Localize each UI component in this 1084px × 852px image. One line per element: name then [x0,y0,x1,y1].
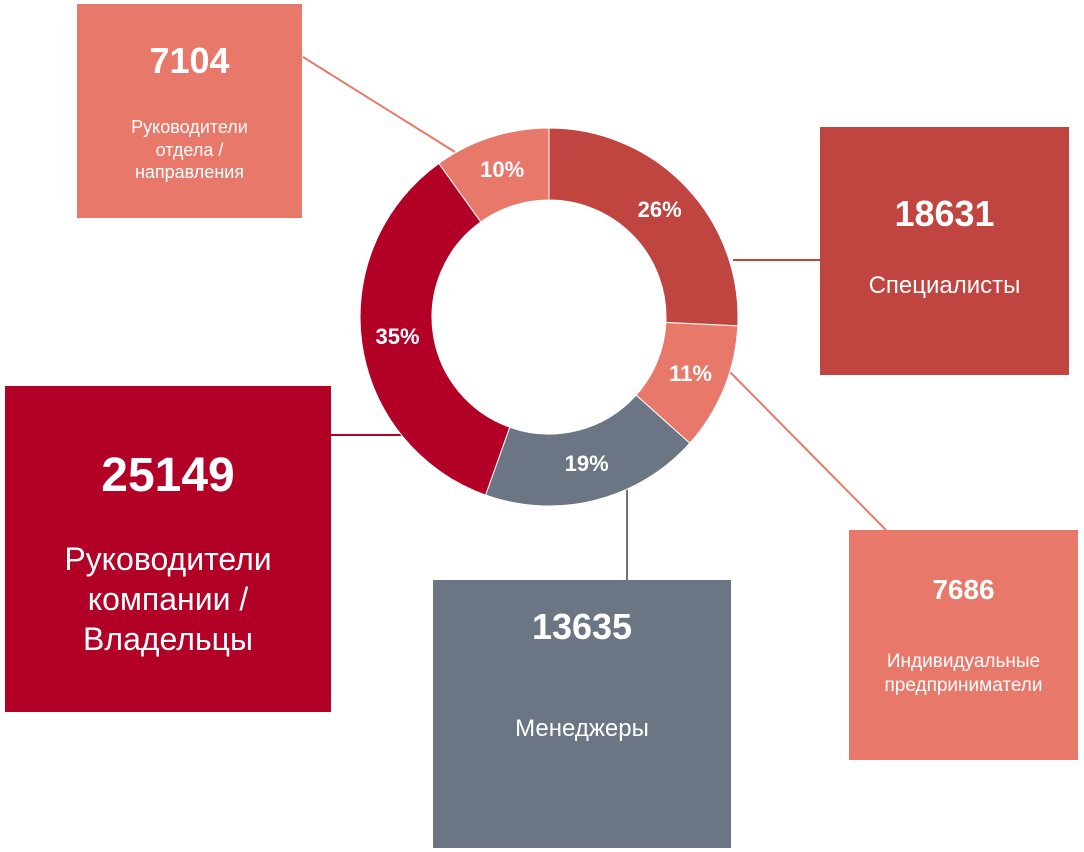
count: 7686 [932,574,995,605]
callout-box: 18631 Специалисты [820,127,1069,375]
category-label: Специалисты [868,272,1021,299]
category-label: Индивидуальные предприниматели [884,651,1043,696]
slice-label: 35% [375,324,419,349]
category-label: Руководители отдела / направления [131,117,248,182]
slice-label: 11% [669,361,712,386]
count: 25149 [101,449,235,502]
callout-box: 7104 Руководители отдела / направления [77,4,302,218]
category-label: Менеджеры [515,715,649,742]
donut-slice [438,127,550,223]
callout-box: 7686 Индивидуальные предприниматели [849,530,1078,760]
count: 18631 [894,193,995,234]
count: 13635 [531,606,633,647]
connector [729,371,887,531]
donut-slice [359,162,511,496]
slice-label: 19% [565,451,609,476]
donut-slice [548,127,739,327]
callout-box: 25149 Руководители компании / Владельцы [5,386,331,712]
slice-label: 26% [638,197,682,222]
slice-label: 10% [480,157,524,182]
callout-box: 13635 Менеджеры [433,580,731,848]
category-label: Руководители компании / Владельцы [64,541,272,657]
count: 7104 [149,40,230,81]
connector [302,56,456,153]
